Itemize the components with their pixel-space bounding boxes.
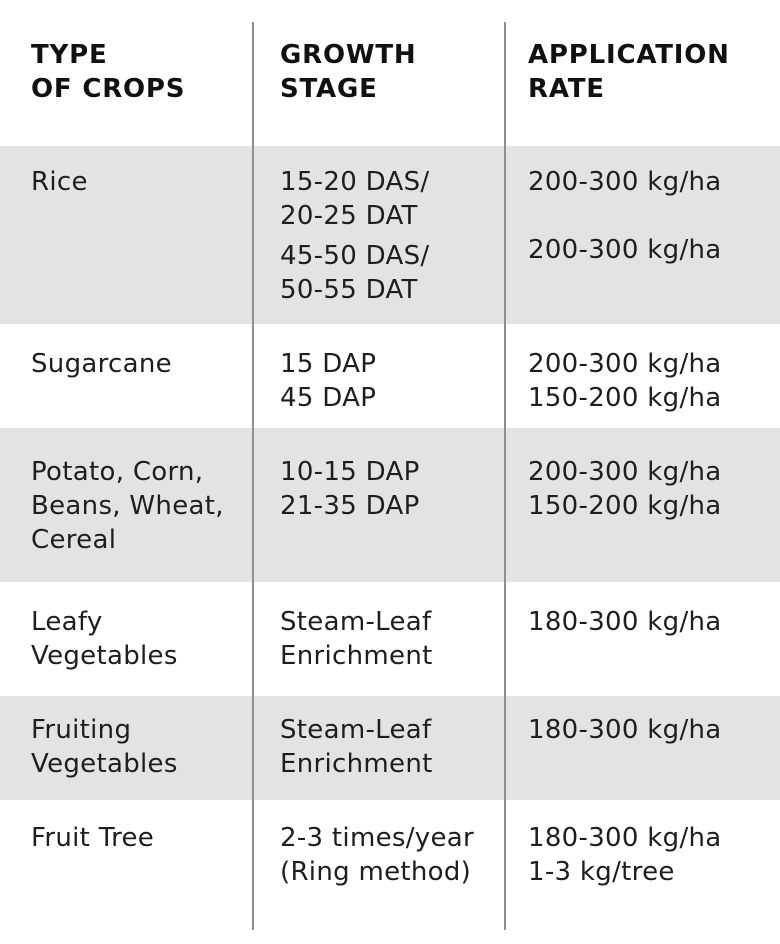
table-header-row: TYPE OF CROPS GROWTH STAGE APPLICATION R…	[0, 0, 780, 146]
table-row: Sugarcane 15 DAP 45 DAP 200-300 kg/ha 15…	[0, 324, 780, 428]
growth-stage-cell: 10-15 DAP 21-35 DAP	[280, 455, 420, 523]
table-row: Potato, Corn, Beans, Wheat, Cereal 10-15…	[0, 428, 780, 582]
cell-text-line: 2-3 times/year	[280, 823, 474, 853]
cell-text-line: 15 DAP	[280, 349, 377, 379]
cell-text-line: Enrichment	[280, 749, 433, 779]
application-rate-cell: 180-300 kg/ha 1-3 kg/tree	[528, 821, 722, 889]
application-rate-cell: 180-300 kg/ha	[528, 605, 722, 639]
growth-stage-cell: 15-20 DAS/ 20-25 DAT 45-50 DAS/ 50-55 DA…	[280, 165, 429, 307]
crop-type-cell: Fruit Tree	[31, 821, 154, 855]
cell-text-line: 1-3 kg/tree	[528, 857, 675, 887]
cell-text-line: Enrichment	[280, 641, 433, 671]
cell-text-line: 20-25 DAT	[280, 201, 418, 231]
column-divider	[504, 22, 506, 930]
cell-text-line: Fruiting	[31, 715, 132, 745]
growth-stage-cell: Steam-Leaf Enrichment	[280, 713, 433, 781]
cell-text-line: 10-15 DAP	[280, 457, 420, 487]
header-text-line: APPLICATION	[528, 40, 730, 70]
crop-type-cell: Leafy Vegetables	[31, 605, 178, 673]
application-rate-cell: 200-300 kg/ha 150-200 kg/ha	[528, 347, 722, 415]
cell-text-line: 180-300 kg/ha	[528, 607, 722, 637]
cell-text-line: 50-55 DAT	[280, 275, 418, 305]
crop-type-cell: Sugarcane	[31, 347, 172, 381]
cell-text-line: Vegetables	[31, 641, 178, 671]
cell-text-line: 200-300 kg/ha	[528, 235, 722, 265]
header-text-line: TYPE	[31, 40, 108, 70]
table-row: Fruit Tree 2-3 times/year (Ring method) …	[0, 800, 780, 944]
table-row: Rice 15-20 DAS/ 20-25 DAT 45-50 DAS/ 50-…	[0, 146, 780, 324]
cell-text-line: Fruit Tree	[31, 823, 155, 853]
cell-text-line: 15-20 DAS/	[280, 167, 430, 197]
cell-text-line: Steam-Leaf	[280, 607, 432, 637]
cell-text-line: Rice	[31, 167, 88, 197]
cell-text-line: 200-300 kg/ha	[528, 457, 722, 487]
header-growth-stage: GROWTH STAGE	[280, 38, 416, 106]
application-rate-cell: 200-300 kg/ha 150-200 kg/ha	[528, 455, 722, 523]
cell-text-line: 200-300 kg/ha	[528, 349, 722, 379]
cell-text-line: Cereal	[31, 525, 117, 555]
header-text-line: STAGE	[280, 74, 378, 104]
crop-type-cell: Fruiting Vegetables	[31, 713, 178, 781]
cell-text-line: (Ring method)	[280, 857, 472, 887]
cell-text-line: 150-200 kg/ha	[528, 491, 722, 521]
cell-text-line: 45-50 DAS/	[280, 241, 430, 271]
header-text-line: GROWTH	[280, 40, 417, 70]
cell-text-line: Steam-Leaf	[280, 715, 432, 745]
application-rate-cell: 180-300 kg/ha	[528, 713, 722, 747]
table-row: Leafy Vegetables Steam-Leaf Enrichment 1…	[0, 582, 780, 696]
header-text-line: OF CROPS	[31, 74, 186, 104]
cell-text-line: Sugarcane	[31, 349, 172, 379]
crop-type-cell: Potato, Corn, Beans, Wheat, Cereal	[31, 455, 224, 557]
growth-stage-cell: Steam-Leaf Enrichment	[280, 605, 433, 673]
table-row: Fruiting Vegetables Steam-Leaf Enrichmen…	[0, 696, 780, 800]
column-divider	[252, 22, 254, 930]
growth-stage-cell: 2-3 times/year (Ring method)	[280, 821, 474, 889]
header-text-line: RATE	[528, 74, 605, 104]
line-spacer	[528, 199, 722, 233]
cell-text-line: Vegetables	[31, 749, 178, 779]
growth-stage-cell: 15 DAP 45 DAP	[280, 347, 376, 415]
application-rate-cell: 200-300 kg/ha 200-300 kg/ha	[528, 165, 722, 267]
cell-text-line: 45 DAP	[280, 383, 377, 413]
cell-text-line: 180-300 kg/ha	[528, 823, 722, 853]
cell-text-line: 200-300 kg/ha	[528, 167, 722, 197]
header-application-rate: APPLICATION RATE	[528, 38, 730, 106]
cell-text-line: 180-300 kg/ha	[528, 715, 722, 745]
cell-text-line: Leafy	[31, 607, 103, 637]
crop-type-cell: Rice	[31, 165, 88, 199]
cell-text-line: Potato, Corn,	[31, 457, 204, 487]
header-type-of-crops: TYPE OF CROPS	[31, 38, 185, 106]
cell-text-line: 21-35 DAP	[280, 491, 420, 521]
cell-text-line: Beans, Wheat,	[31, 491, 224, 521]
cell-text-line: 150-200 kg/ha	[528, 383, 722, 413]
